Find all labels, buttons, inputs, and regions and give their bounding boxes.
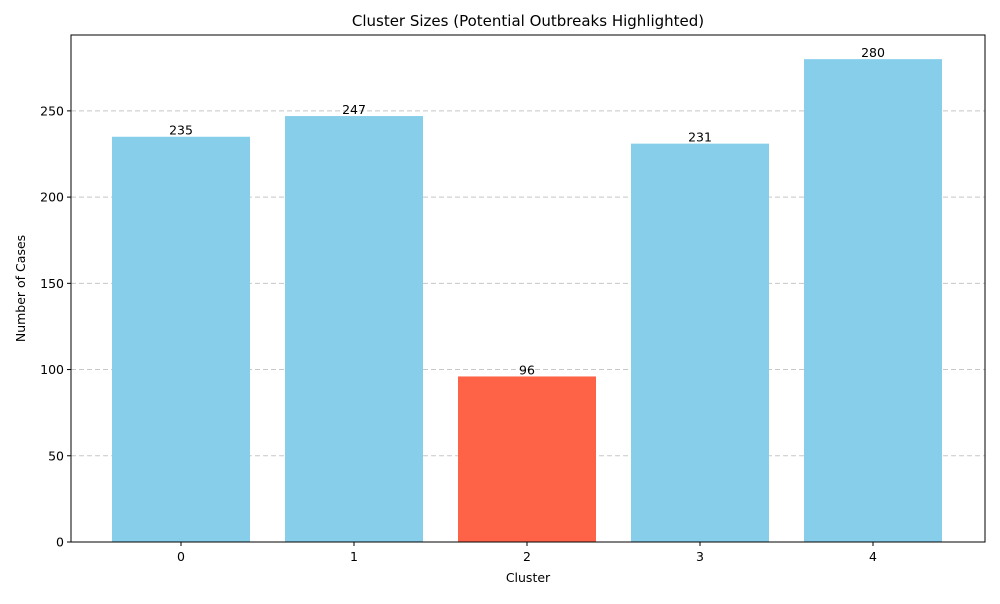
bar-value-label: 96 — [519, 362, 535, 377]
bar-value-label: 247 — [342, 102, 366, 117]
axes — [70, 34, 986, 543]
y-axis-label: Number of Cases — [13, 235, 28, 342]
x-axis-ticks: 0 1 2 3 4 — [177, 542, 877, 564]
plot-frame — [70, 34, 986, 543]
y-tick-label: 200 — [40, 190, 64, 205]
x-axis-label: Cluster — [506, 570, 551, 585]
bar-value-label: 235 — [169, 123, 193, 138]
y-tick-label: 50 — [48, 448, 64, 463]
x-tick-label: 1 — [350, 549, 358, 564]
y-axis-ticks: 0 50 100 150 200 250 — [40, 103, 71, 550]
bar-value-label: 280 — [861, 45, 885, 60]
bar-cluster-2 — [458, 376, 596, 542]
data-labels: 235 247 96 231 280 — [169, 45, 885, 377]
bar-value-label: 231 — [688, 130, 712, 145]
bar-cluster-4 — [804, 59, 942, 543]
x-tick-label: 4 — [869, 549, 877, 564]
x-tick-label: 2 — [523, 549, 531, 564]
y-tick-label: 100 — [40, 362, 64, 377]
x-tick-label: 3 — [696, 549, 704, 564]
bar-cluster-3 — [631, 143, 769, 542]
bar-cluster-1 — [285, 116, 423, 542]
bars — [112, 59, 942, 543]
y-tick-label: 0 — [56, 535, 64, 550]
y-tick-label: 150 — [40, 276, 64, 291]
x-tick-label: 0 — [177, 549, 185, 564]
chart-title: Cluster Sizes (Potential Outbreaks Highl… — [352, 12, 704, 30]
y-tick-label: 250 — [40, 103, 64, 118]
bar-cluster-0 — [112, 136, 250, 542]
